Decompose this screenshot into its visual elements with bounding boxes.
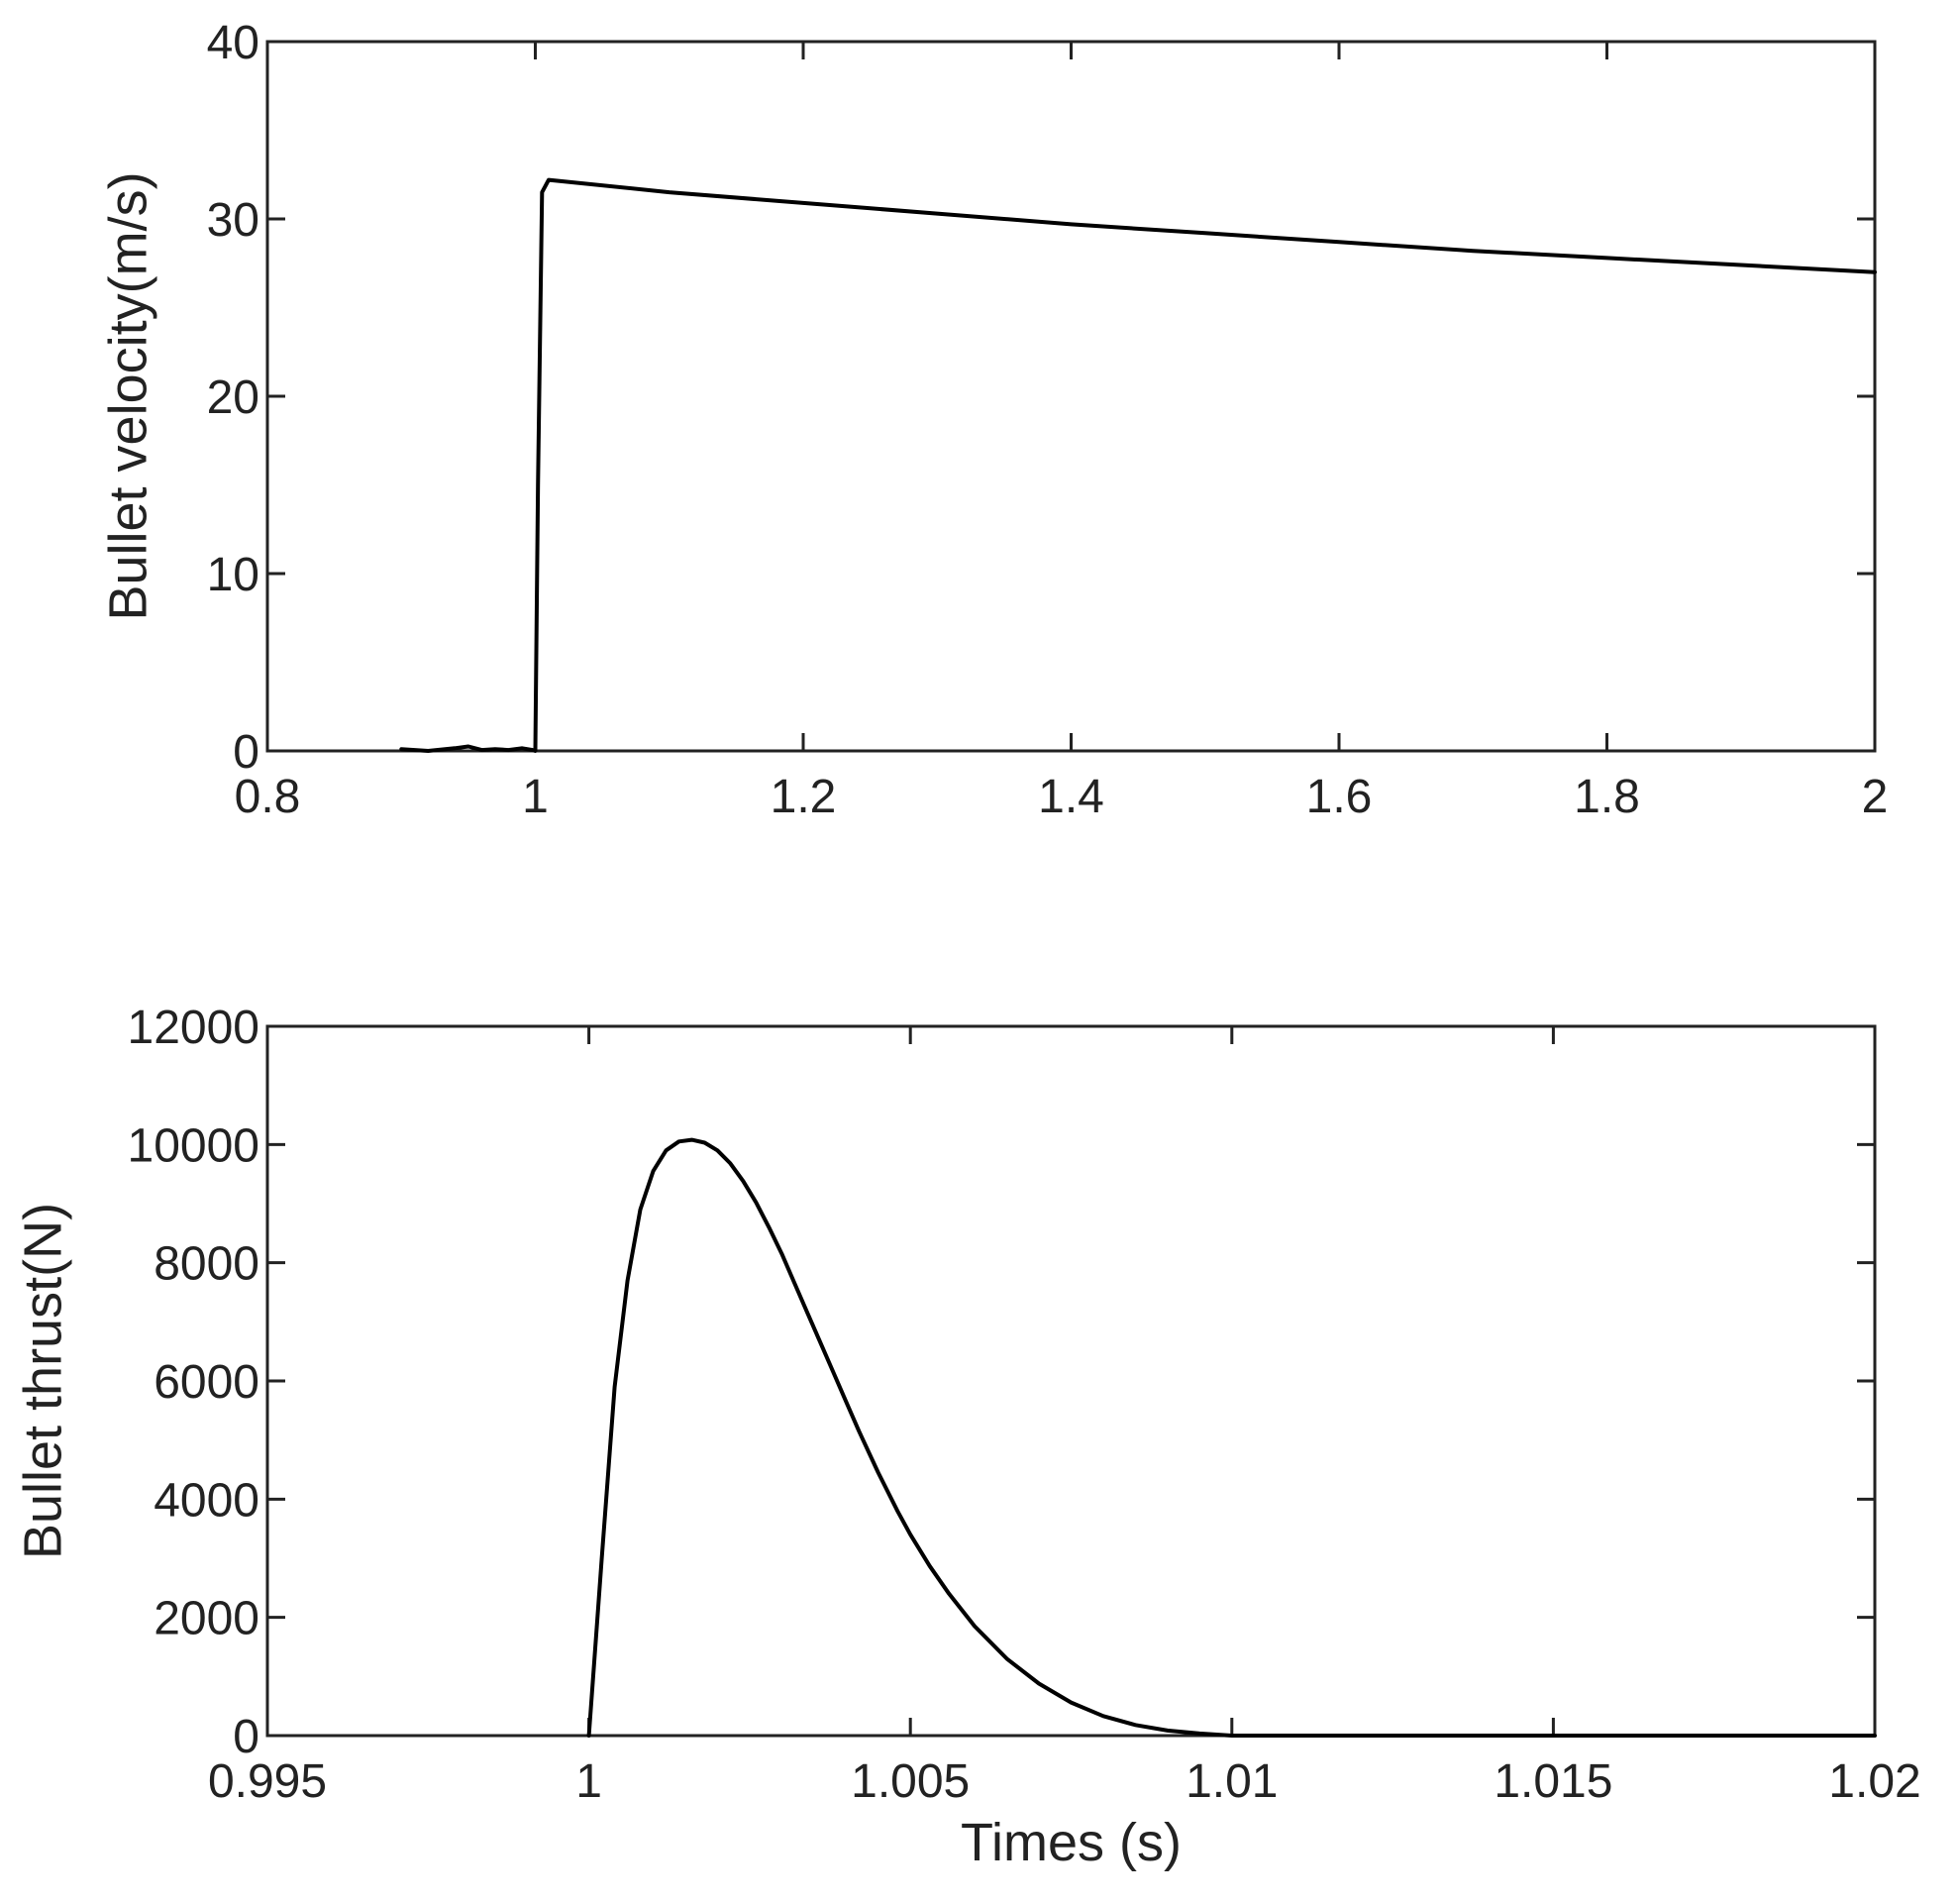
thrust-x-axis-label: Times (s) <box>961 1813 1182 1872</box>
thrust-x-tick-label: 1.01 <box>1186 1755 1278 1808</box>
thrust-x-tick-label: 1.02 <box>1828 1755 1920 1808</box>
velocity-y-tick-label: 10 <box>207 549 259 601</box>
velocity-x-tick-label: 1.2 <box>771 771 837 823</box>
thrust-x-tick-label: 1.005 <box>851 1755 970 1808</box>
velocity-plot-series <box>399 177 1877 753</box>
velocity-x-tick-label: 1 <box>522 771 549 823</box>
thrust-y-tick-label: 8000 <box>154 1238 259 1291</box>
velocity-y-axis-label: Bullet velocity(m/s) <box>98 171 157 620</box>
velocity-x-tick-label: 2 <box>1862 771 1889 823</box>
thrust-y-axis-label: Bullet thrust(N) <box>13 1203 72 1559</box>
thrust-y-tick-label: 0 <box>233 1711 259 1763</box>
thrust-x-tick-label: 1.015 <box>1494 1755 1612 1808</box>
thrust-plot-ticks <box>265 1024 1877 1738</box>
thrust-y-tick-label: 2000 <box>154 1593 259 1645</box>
velocity-series-line <box>399 177 1877 753</box>
thrust-x-tick-label: 1 <box>575 1755 602 1808</box>
thrust-plot: 0.995 1 1.005 1.01 1.015 1.02 0 2000 4000 6000 800… <box>13 1002 1920 1872</box>
thrust-plot-tick-labels: 0.995 1 1.005 1.01 1.015 1.02 0 2000 4000 6000 800… <box>128 1002 1921 1808</box>
thrust-plot-series <box>586 1137 1877 1738</box>
velocity-y-tick-label: 0 <box>233 726 259 779</box>
velocity-x-tick-label: 1.8 <box>1574 771 1640 823</box>
velocity-plot-frame <box>265 40 1877 753</box>
velocity-y-tick-label: 20 <box>207 371 259 424</box>
velocity-x-tick-label: 1.6 <box>1306 771 1373 823</box>
thrust-y-tick-label: 4000 <box>154 1474 259 1527</box>
velocity-x-tick-label: 0.8 <box>235 771 301 823</box>
thrust-plot-frame <box>265 1024 1877 1738</box>
velocity-plot-ticks <box>265 40 1877 753</box>
thrust-x-tick-label: 0.995 <box>208 1755 327 1808</box>
velocity-y-tick-label: 30 <box>207 194 259 247</box>
velocity-x-tick-label: 1.4 <box>1038 771 1104 823</box>
thrust-y-tick-label: 12000 <box>128 1002 259 1054</box>
velocity-y-tick-label: 40 <box>207 17 259 69</box>
thrust-y-tick-label: 6000 <box>154 1356 259 1409</box>
thrust-series-line <box>586 1137 1877 1738</box>
thrust-y-tick-label: 10000 <box>128 1119 259 1172</box>
